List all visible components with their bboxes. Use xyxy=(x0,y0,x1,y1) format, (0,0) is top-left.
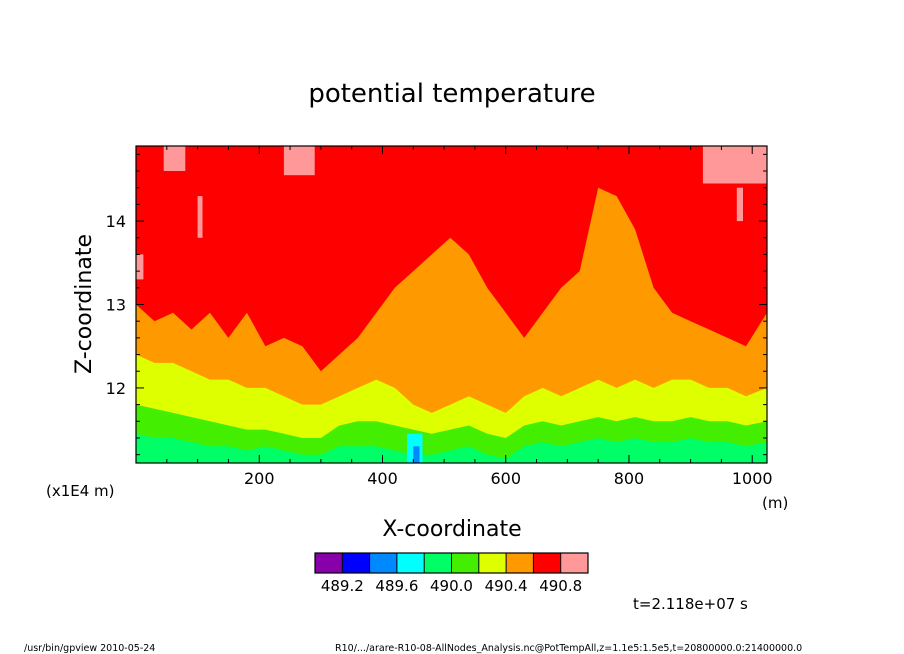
colorbar-labels: 489.2 489.6 490.0 490.4 490.8 xyxy=(321,577,582,595)
colorbar-frame xyxy=(314,552,589,574)
x-tick-label: 200 xyxy=(244,469,275,488)
colorbar-label: 489.6 xyxy=(375,577,418,595)
colorbar-swatch xyxy=(451,553,479,573)
colorbar-swatch xyxy=(533,553,561,573)
y-unit-label: (x1E4 m) xyxy=(46,482,115,500)
colorbar-swatch xyxy=(424,553,452,573)
colorbar-swatch xyxy=(396,553,425,573)
pink-patch-4 xyxy=(197,196,203,238)
footer-left: /usr/bin/gpview 2010-05-24 xyxy=(24,643,155,654)
pink-patch-3 xyxy=(136,254,144,280)
y-axis-label: Z-coordinate xyxy=(72,234,97,374)
y-axis-ticks: 12 13 14 xyxy=(106,153,767,456)
colorbar-swatch xyxy=(342,553,370,573)
colorbar-swatch xyxy=(506,553,534,573)
chart-title: potential temperature xyxy=(308,79,595,109)
x-tick-label: 1000 xyxy=(732,469,773,488)
x-tick-label: 400 xyxy=(367,469,398,488)
x-tick-label: 800 xyxy=(614,469,645,488)
colorbar-label: 490.4 xyxy=(485,577,528,595)
band-springgreen xyxy=(136,433,767,463)
colorbar-swatch xyxy=(560,553,588,573)
y-tick-label: 14 xyxy=(106,212,126,231)
footer-right: R10/.../arare-R10-08-AllNodes_Analysis.n… xyxy=(335,643,802,654)
y-tick-label: 12 xyxy=(106,379,126,398)
pink-patch-2 xyxy=(702,146,767,184)
colorbar-swatch xyxy=(315,553,343,573)
colorbar-swatch xyxy=(478,553,507,573)
pink-patch-5 xyxy=(736,187,743,222)
x-axis-label: X-coordinate xyxy=(382,517,521,542)
time-label: t=2.118e+07 s xyxy=(633,595,748,613)
x-tick-label: 600 xyxy=(490,469,521,488)
pink-patch-1 xyxy=(283,146,315,176)
colorbar-swatch xyxy=(369,553,397,573)
x-axis-ticks: 200 400 600 800 1000 xyxy=(166,146,773,488)
y-tick-label: 13 xyxy=(106,296,126,315)
pink-patch-0 xyxy=(163,146,186,171)
colorbar-label: 489.2 xyxy=(321,577,364,595)
colorbar-label: 490.8 xyxy=(539,577,582,595)
colorbar-label: 490.0 xyxy=(430,577,473,595)
x-unit-label: (m) xyxy=(762,494,788,512)
colorbar xyxy=(314,552,589,574)
blue-patch-0 xyxy=(413,446,420,463)
plot-area xyxy=(136,146,767,463)
